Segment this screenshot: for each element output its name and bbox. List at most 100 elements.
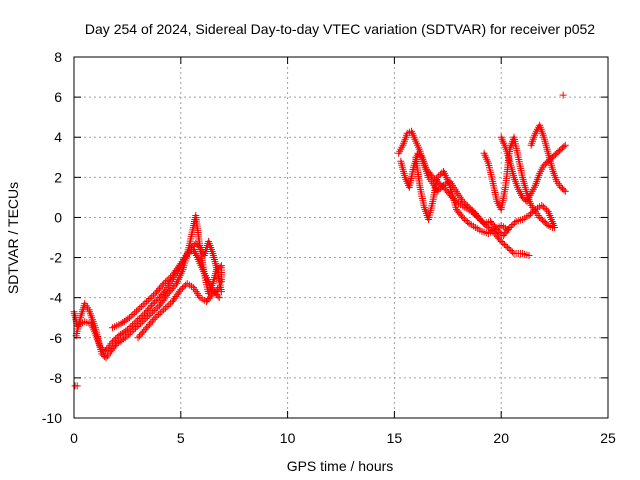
data-point: [475, 215, 483, 223]
data-point: [143, 298, 151, 306]
y-tick-label: -6: [50, 330, 63, 346]
data-point: [127, 312, 135, 320]
data-point: [112, 335, 120, 343]
data-point: [209, 290, 217, 298]
data-point: [140, 310, 148, 318]
data-point: [438, 182, 446, 190]
plot-frame: [73, 56, 609, 419]
data-point: [499, 239, 507, 247]
data-point: [559, 91, 567, 99]
data-point: [163, 302, 171, 310]
data-point: [548, 223, 556, 231]
data-point: [161, 304, 169, 312]
data-point: [123, 326, 131, 334]
data-point: [507, 222, 515, 230]
data-point: [149, 291, 157, 299]
data-point: [433, 173, 441, 181]
data-point: [436, 170, 444, 178]
data-point: [460, 199, 468, 207]
data-point: [155, 311, 163, 319]
data-point: [137, 313, 145, 321]
data-point: [134, 316, 142, 324]
data-point: [210, 288, 218, 296]
data-point: [217, 288, 225, 296]
data-point: [508, 248, 516, 256]
data-point: [135, 315, 143, 323]
data-point: [103, 345, 111, 353]
data-point: [129, 321, 137, 329]
data-point: [165, 275, 173, 283]
data-point: [144, 322, 152, 330]
data-point: [150, 315, 158, 323]
data-point: [140, 316, 148, 324]
x-axis-label: GPS time / hours: [287, 458, 394, 474]
data-point: [165, 301, 173, 309]
data-point: [496, 236, 504, 244]
data-point: [160, 280, 168, 288]
data-point: [148, 317, 156, 325]
data-point: [151, 298, 159, 306]
data-point: [139, 311, 147, 319]
data-point: [149, 308, 157, 316]
data-point: [177, 286, 185, 294]
chart-title: Day 254 of 2024, Sidereal Day-to-day VTE…: [85, 21, 595, 37]
data-point: [128, 327, 136, 335]
data-point: [464, 218, 472, 226]
y-tick-label: -10: [42, 410, 62, 426]
data-point: [139, 301, 147, 309]
data-point: [133, 323, 141, 331]
data-point: [502, 242, 510, 250]
data-point: [127, 323, 135, 331]
data-point: [144, 296, 152, 304]
data-point: [560, 143, 568, 151]
grid: [74, 57, 608, 418]
data-point: [110, 336, 118, 344]
data-point: [134, 334, 142, 342]
data-point: [168, 285, 176, 293]
data-point: [158, 281, 166, 289]
data-point: [137, 330, 145, 338]
data-point: [460, 215, 468, 223]
data-point: [495, 227, 503, 235]
data-point: [101, 352, 109, 360]
data-point: [539, 203, 547, 211]
data-point: [497, 238, 505, 246]
data-point: [477, 216, 485, 224]
x-tick-label: 10: [280, 430, 296, 446]
data-point: [167, 299, 175, 307]
x-tick-label: 20: [493, 430, 509, 446]
data-point: [132, 324, 140, 332]
data-point: [504, 225, 512, 233]
data-point: [147, 319, 155, 327]
data-point: [469, 209, 477, 217]
x-tick-label: 15: [387, 430, 403, 446]
data-point: [145, 320, 153, 328]
data-point: [527, 210, 535, 218]
data-point: [176, 261, 184, 269]
data-point: [158, 307, 166, 315]
y-tick-label: -2: [50, 250, 63, 266]
data-point: [170, 283, 178, 291]
data-point: [457, 212, 465, 220]
data-point: [541, 204, 549, 212]
data-point: [214, 292, 222, 300]
data-point: [136, 304, 144, 312]
data-point: [156, 309, 164, 317]
data-point: [145, 305, 153, 313]
y-tick-label: 2: [54, 169, 62, 185]
data-point: [126, 314, 134, 322]
data-point: [212, 287, 220, 295]
data-point: [151, 314, 159, 322]
data-point: [121, 334, 129, 342]
data-point: [167, 286, 175, 294]
data-point: [130, 319, 138, 327]
y-tick-label: 8: [54, 49, 62, 65]
data-point: [440, 184, 448, 192]
data-point: [73, 382, 81, 390]
data-point: [561, 141, 569, 149]
data-point: [141, 299, 149, 307]
data-point: [138, 329, 146, 337]
data-point: [467, 207, 475, 215]
y-tick-label: 4: [54, 129, 62, 145]
